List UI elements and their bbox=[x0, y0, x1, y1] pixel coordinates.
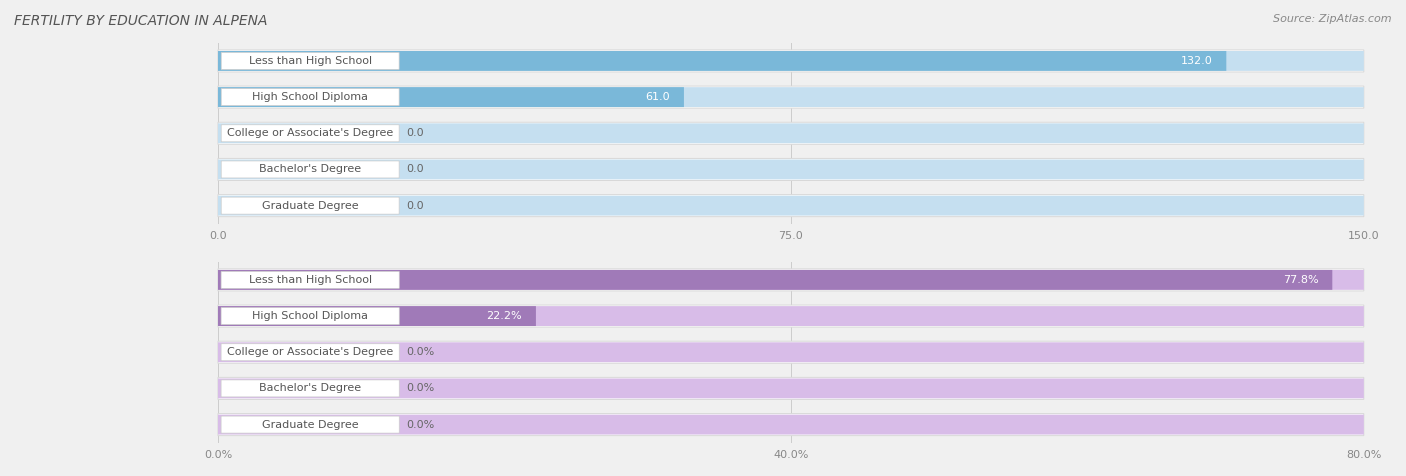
FancyBboxPatch shape bbox=[221, 307, 399, 325]
Text: College or Associate's Degree: College or Associate's Degree bbox=[226, 128, 394, 139]
FancyBboxPatch shape bbox=[218, 306, 1364, 326]
Text: High School Diploma: High School Diploma bbox=[252, 92, 368, 102]
Text: Graduate Degree: Graduate Degree bbox=[262, 419, 359, 430]
Text: 132.0: 132.0 bbox=[1181, 56, 1212, 66]
FancyBboxPatch shape bbox=[218, 270, 1333, 290]
FancyBboxPatch shape bbox=[221, 89, 399, 106]
FancyBboxPatch shape bbox=[221, 344, 399, 361]
Text: 0.0%: 0.0% bbox=[406, 383, 434, 394]
FancyBboxPatch shape bbox=[218, 306, 536, 326]
FancyBboxPatch shape bbox=[218, 377, 1364, 399]
Text: Less than High School: Less than High School bbox=[249, 56, 371, 66]
FancyBboxPatch shape bbox=[221, 197, 399, 214]
FancyBboxPatch shape bbox=[218, 341, 1364, 363]
FancyBboxPatch shape bbox=[218, 342, 1364, 362]
FancyBboxPatch shape bbox=[218, 269, 1364, 291]
FancyBboxPatch shape bbox=[218, 196, 1364, 216]
Text: 0.0: 0.0 bbox=[406, 200, 423, 211]
Text: 0.0: 0.0 bbox=[406, 128, 423, 139]
FancyBboxPatch shape bbox=[218, 87, 683, 107]
Text: 0.0%: 0.0% bbox=[406, 419, 434, 430]
Text: 22.2%: 22.2% bbox=[486, 311, 522, 321]
Text: Source: ZipAtlas.com: Source: ZipAtlas.com bbox=[1274, 14, 1392, 24]
FancyBboxPatch shape bbox=[218, 415, 1364, 435]
FancyBboxPatch shape bbox=[218, 195, 1364, 217]
Text: 0.0: 0.0 bbox=[406, 164, 423, 175]
Text: Bachelor's Degree: Bachelor's Degree bbox=[259, 164, 361, 175]
FancyBboxPatch shape bbox=[218, 123, 1364, 143]
FancyBboxPatch shape bbox=[218, 159, 1364, 180]
FancyBboxPatch shape bbox=[221, 271, 399, 288]
FancyBboxPatch shape bbox=[221, 416, 399, 433]
Text: 77.8%: 77.8% bbox=[1282, 275, 1319, 285]
FancyBboxPatch shape bbox=[218, 86, 1364, 108]
FancyBboxPatch shape bbox=[218, 378, 1364, 398]
FancyBboxPatch shape bbox=[218, 51, 1226, 71]
FancyBboxPatch shape bbox=[218, 50, 1364, 72]
Text: Bachelor's Degree: Bachelor's Degree bbox=[259, 383, 361, 394]
FancyBboxPatch shape bbox=[221, 125, 399, 142]
FancyBboxPatch shape bbox=[221, 52, 399, 69]
FancyBboxPatch shape bbox=[218, 51, 1364, 71]
FancyBboxPatch shape bbox=[218, 270, 1364, 290]
FancyBboxPatch shape bbox=[221, 161, 399, 178]
Text: Less than High School: Less than High School bbox=[249, 275, 371, 285]
FancyBboxPatch shape bbox=[218, 87, 1364, 107]
FancyBboxPatch shape bbox=[218, 159, 1364, 179]
Text: 61.0: 61.0 bbox=[645, 92, 671, 102]
FancyBboxPatch shape bbox=[218, 122, 1364, 144]
FancyBboxPatch shape bbox=[218, 414, 1364, 436]
FancyBboxPatch shape bbox=[218, 305, 1364, 327]
Text: College or Associate's Degree: College or Associate's Degree bbox=[226, 347, 394, 357]
Text: Graduate Degree: Graduate Degree bbox=[262, 200, 359, 211]
FancyBboxPatch shape bbox=[221, 380, 399, 397]
Text: FERTILITY BY EDUCATION IN ALPENA: FERTILITY BY EDUCATION IN ALPENA bbox=[14, 14, 267, 28]
Text: High School Diploma: High School Diploma bbox=[252, 311, 368, 321]
Text: 0.0%: 0.0% bbox=[406, 347, 434, 357]
